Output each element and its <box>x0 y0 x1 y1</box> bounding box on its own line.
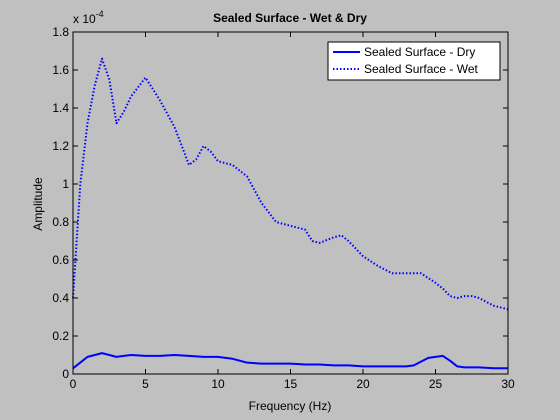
x-axis-ticks: 0 5 10 15 20 25 30 <box>70 32 515 391</box>
x-tick-label: 25 <box>429 377 443 391</box>
x-tick-label: 0 <box>70 377 77 391</box>
x-tick-label: 5 <box>142 377 149 391</box>
legend-label-wet: Sealed Surface - Wet <box>364 62 479 76</box>
chart-title: Sealed Surface - Wet & Dry <box>213 11 367 25</box>
legend: Sealed Surface - Dry Sealed Surface - We… <box>327 41 501 81</box>
legend-box <box>327 41 501 81</box>
x-tick-label: 10 <box>211 377 225 391</box>
legend-label-dry: Sealed Surface - Dry <box>364 45 475 59</box>
series-line-wet <box>72 57 509 311</box>
y-tick-label: 1.2 <box>52 139 69 153</box>
x-tick-label: 20 <box>356 377 370 391</box>
y-tick-label: 1.8 <box>52 25 69 39</box>
y-exponent-base: x 10 <box>73 12 96 26</box>
x-tick-label: 15 <box>284 377 298 391</box>
y-axis-ticks: 0 0.2 0.4 0.6 0.8 1 1.2 1.4 1.6 1.8 <box>52 25 508 381</box>
y-tick-label: 1.6 <box>52 63 69 77</box>
x-tick-label: 30 <box>501 377 515 391</box>
y-axis-label: Amplitude <box>31 177 45 231</box>
y-exponent-label: x 10-4 <box>73 9 104 26</box>
x-axis-label: Frequency (Hz) <box>249 399 332 413</box>
y-tick-label: 0.2 <box>52 329 69 343</box>
y-tick-label: 0.8 <box>52 215 69 229</box>
y-tick-label: 1.4 <box>52 101 69 115</box>
axes-background <box>73 32 508 374</box>
y-tick-label: 0.6 <box>52 253 69 267</box>
series-layer <box>72 57 509 370</box>
y-tick-label: 0 <box>62 367 69 381</box>
y-tick-label: 1 <box>62 177 69 191</box>
y-exponent-power: -4 <box>96 9 104 19</box>
series-line-dry <box>72 352 508 370</box>
y-tick-label: 0.4 <box>52 291 69 305</box>
